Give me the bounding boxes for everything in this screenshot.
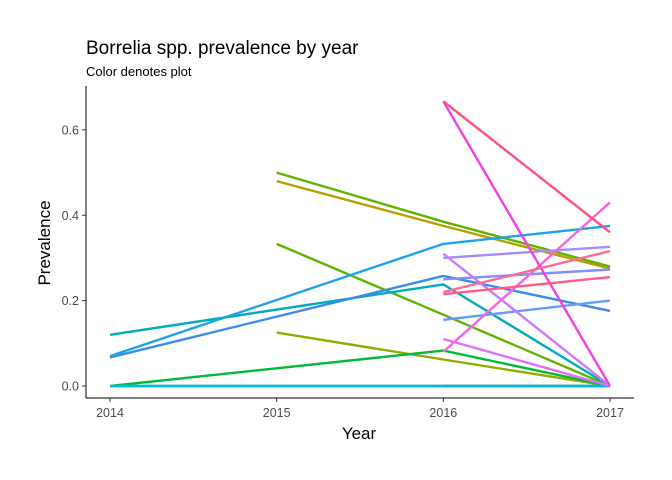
x-tick-label: 2015 <box>263 406 291 420</box>
series-line-14 <box>443 268 611 281</box>
x-tick-label: 2016 <box>429 406 457 420</box>
y-axis-ticks: 0.0 0.2 0.4 0.6 <box>62 123 86 394</box>
y-tick-label: 0.6 <box>62 123 79 137</box>
y-tick-label: 0.0 <box>62 380 79 394</box>
y-axis-title: Prevalence <box>35 200 54 285</box>
series-line-5 <box>276 171 611 268</box>
series-line-7 <box>109 349 611 388</box>
series-line-19 <box>442 100 612 387</box>
series-line-18 <box>442 201 611 353</box>
series-line-17 <box>442 337 611 388</box>
x-axis-title: Year <box>342 424 377 443</box>
y-tick-label: 0.2 <box>62 294 79 308</box>
x-tick-label: 2017 <box>596 406 624 420</box>
series-line-16 <box>442 252 611 387</box>
y-tick-label: 0.4 <box>62 209 79 223</box>
series-line-15 <box>443 245 611 260</box>
series-line-11 <box>109 224 611 358</box>
series-line-21 <box>443 275 611 296</box>
series-line-20 <box>443 249 611 294</box>
chart-title: Borrelia spp. prevalence by year <box>86 38 359 59</box>
series-line-3 <box>276 179 611 270</box>
chart-subtitle: Color denotes plot <box>86 64 192 79</box>
series-line-4 <box>276 331 611 388</box>
series-line-22 <box>442 100 611 234</box>
series-line-6 <box>276 242 611 388</box>
x-axis-ticks: 2014 2015 2016 2017 <box>96 398 624 420</box>
series-layer <box>109 100 612 388</box>
series-line-12 <box>109 274 611 359</box>
series-line-13 <box>443 299 611 321</box>
x-tick-label: 2014 <box>96 406 124 420</box>
